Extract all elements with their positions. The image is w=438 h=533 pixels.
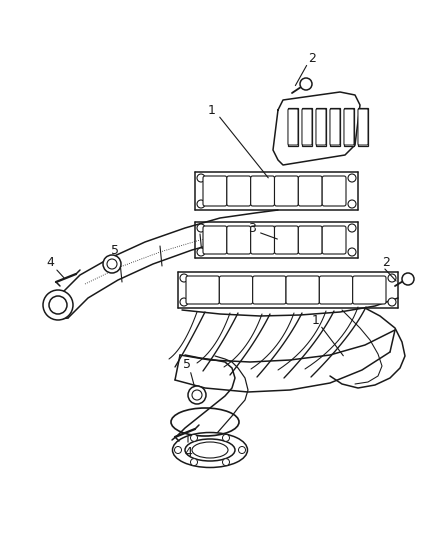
FancyBboxPatch shape [319, 276, 353, 304]
Circle shape [197, 224, 205, 232]
Text: 1: 1 [208, 103, 216, 117]
FancyBboxPatch shape [275, 176, 298, 206]
FancyBboxPatch shape [302, 109, 312, 145]
FancyBboxPatch shape [253, 276, 286, 304]
Circle shape [103, 255, 121, 273]
FancyBboxPatch shape [344, 109, 354, 145]
FancyBboxPatch shape [203, 176, 227, 206]
Circle shape [197, 248, 205, 256]
Circle shape [197, 200, 205, 208]
Circle shape [107, 259, 117, 269]
Text: 4: 4 [46, 256, 54, 270]
Bar [344, 108, 354, 146]
Text: 5: 5 [183, 359, 191, 372]
Circle shape [348, 224, 356, 232]
FancyBboxPatch shape [288, 109, 298, 145]
Ellipse shape [49, 296, 67, 314]
FancyBboxPatch shape [298, 226, 322, 254]
FancyBboxPatch shape [227, 176, 251, 206]
FancyBboxPatch shape [203, 226, 227, 254]
Circle shape [180, 298, 188, 306]
FancyBboxPatch shape [286, 276, 319, 304]
FancyBboxPatch shape [330, 109, 340, 145]
Circle shape [191, 434, 198, 441]
FancyBboxPatch shape [275, 226, 298, 254]
Bar [330, 108, 340, 146]
Circle shape [180, 274, 188, 282]
Text: 2: 2 [308, 52, 316, 64]
Text: 5: 5 [111, 244, 119, 256]
FancyBboxPatch shape [322, 226, 346, 254]
Circle shape [223, 458, 230, 466]
Bar [288, 108, 298, 146]
Circle shape [197, 174, 205, 182]
Ellipse shape [173, 432, 247, 467]
Bar [358, 108, 368, 146]
FancyBboxPatch shape [251, 226, 275, 254]
Circle shape [192, 390, 202, 400]
Bar [302, 108, 312, 146]
Circle shape [300, 78, 312, 90]
Ellipse shape [43, 290, 73, 320]
Ellipse shape [192, 442, 228, 458]
Circle shape [191, 458, 198, 466]
FancyBboxPatch shape [186, 276, 219, 304]
Circle shape [188, 386, 206, 404]
Circle shape [388, 298, 396, 306]
FancyBboxPatch shape [298, 176, 322, 206]
Text: 2: 2 [382, 255, 390, 269]
Circle shape [348, 248, 356, 256]
Circle shape [402, 273, 414, 285]
FancyBboxPatch shape [358, 109, 368, 145]
Bar [316, 108, 326, 146]
FancyBboxPatch shape [251, 176, 275, 206]
Text: 4: 4 [184, 446, 192, 458]
Circle shape [239, 447, 246, 454]
Circle shape [223, 434, 230, 441]
FancyBboxPatch shape [316, 109, 326, 145]
FancyBboxPatch shape [219, 276, 253, 304]
Text: 3: 3 [248, 222, 256, 235]
FancyBboxPatch shape [227, 226, 251, 254]
Circle shape [388, 274, 396, 282]
Ellipse shape [185, 439, 235, 461]
Circle shape [174, 447, 181, 454]
Text: 1: 1 [312, 313, 320, 327]
Circle shape [348, 174, 356, 182]
Circle shape [348, 200, 356, 208]
FancyBboxPatch shape [322, 176, 346, 206]
FancyBboxPatch shape [353, 276, 386, 304]
